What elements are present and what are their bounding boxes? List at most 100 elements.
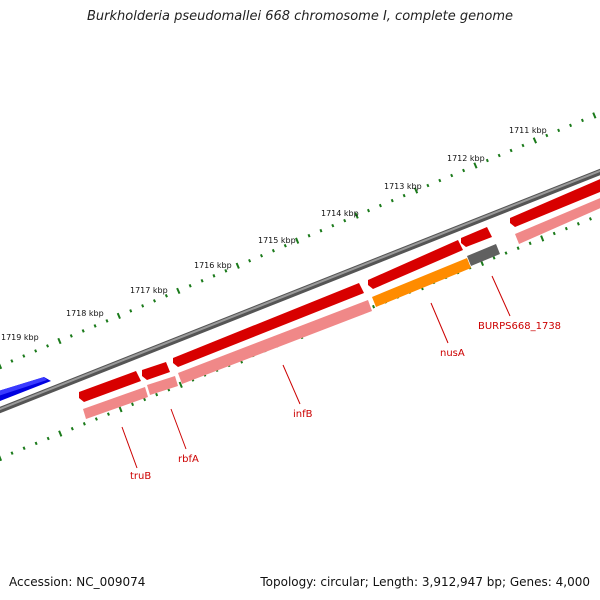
outer-ruler-tick xyxy=(438,178,442,183)
gene-label-truB[interactable]: truB xyxy=(130,471,151,482)
outer-ruler-tick xyxy=(200,279,204,283)
ruler-tick-label: 1715 kbp xyxy=(258,236,296,245)
ruler-labels: 1719 kbp 1718 kbp 1717 kbp 1716 kbp 1715 kbp… xyxy=(1,126,547,342)
inner-ruler-tick xyxy=(540,235,545,242)
outer-ruler-tick xyxy=(57,337,62,345)
outer-ruler-tick xyxy=(497,153,501,158)
ruler-tick-label: 1718 kbp xyxy=(66,309,104,318)
leader-line-nusA xyxy=(430,302,449,344)
gene-label-rbfA[interactable]: rbfA xyxy=(178,454,199,465)
outer-ruler-tick xyxy=(343,218,347,223)
gene-feature-right-upper[interactable] xyxy=(510,177,600,227)
gene-label-infB[interactable]: infB xyxy=(293,409,313,420)
outer-ruler-tick xyxy=(569,123,573,128)
cds-BURPS668_1738[interactable] xyxy=(467,244,500,266)
outer-ruler-tick xyxy=(450,173,454,178)
neighbor-gene-feature[interactable] xyxy=(0,377,51,403)
gene-label-nusA[interactable]: nusA xyxy=(440,348,465,359)
gene-label-nusA-group: nusA xyxy=(430,302,465,359)
gene-row-upper xyxy=(79,177,600,402)
outer-ruler-tick xyxy=(592,112,597,119)
inner-ruler-tick xyxy=(82,422,86,426)
inner-ruler-tick xyxy=(372,304,376,309)
gene-feature-truB[interactable] xyxy=(79,371,141,402)
backbone-highlight xyxy=(0,169,600,411)
ruler-tick-label: 1717 kbp xyxy=(130,286,168,295)
inner-ruler-tick xyxy=(528,241,532,246)
inner-ruler-tick xyxy=(576,222,580,226)
outer-ruler-tick xyxy=(354,212,359,219)
cds-rbfA[interactable] xyxy=(147,376,178,395)
inner-ruler-tick xyxy=(131,402,135,407)
outer-ruler-tick xyxy=(402,193,406,198)
ruler-tick-label: 1714 kbp xyxy=(321,209,359,218)
inner-ruler-tick xyxy=(516,246,520,250)
gene-feature-rbfA[interactable] xyxy=(142,362,170,380)
outer-ruler-tick xyxy=(34,349,38,353)
inner-ruler-tick xyxy=(552,231,556,236)
outer-ruler-tick xyxy=(509,148,513,153)
ruler-tick-label: 1716 kbp xyxy=(194,261,232,270)
outer-ruler-tick xyxy=(105,319,109,323)
cds-truB[interactable] xyxy=(83,387,148,419)
leader-line-BURPS668_1738 xyxy=(491,275,511,317)
outer-ruler-tick xyxy=(473,162,478,169)
map-title: Burkholderia pseudomallei 668 chromosome… xyxy=(86,9,514,24)
gene-label-infB-group: infB xyxy=(282,364,313,420)
outer-ruler-tick xyxy=(485,158,489,163)
inner-ruler-tick xyxy=(0,455,3,462)
inner-ruler-tick xyxy=(94,417,98,421)
gene-feature-infB[interactable] xyxy=(173,283,364,367)
outer-ruler-tick xyxy=(378,203,382,208)
outer-ruler-tick xyxy=(69,334,73,338)
outer-ruler-tick xyxy=(390,198,394,203)
outer-ruler-tick xyxy=(545,133,549,138)
gene-row-lower xyxy=(83,196,600,419)
outer-ruler-tick xyxy=(307,233,311,238)
outer-ruler-tick xyxy=(188,284,192,288)
inner-ruler-tick xyxy=(10,451,14,455)
gene-feature-1738-upper[interactable] xyxy=(461,227,492,247)
genome-summary-text: Topology: circular; Length: 3,912,947 bp… xyxy=(260,575,590,589)
inner-ruler-tick xyxy=(34,441,38,446)
outer-ruler-tick xyxy=(129,309,133,313)
neighbor-gene-highlight xyxy=(0,377,47,396)
outer-ruler-tick xyxy=(426,183,430,188)
cds-infB[interactable] xyxy=(178,300,372,384)
ruler-tick-label: 1712 kbp xyxy=(447,154,485,163)
outer-ruler-tick xyxy=(141,304,145,308)
inner-ruler-tick xyxy=(22,446,26,450)
outer-ruler xyxy=(0,112,597,370)
outer-ruler-tick xyxy=(248,258,252,263)
inner-ruler-tick xyxy=(178,381,183,388)
inner-ruler-tick xyxy=(106,412,110,416)
outer-ruler-tick xyxy=(152,299,157,303)
inner-ruler-tick xyxy=(504,251,508,255)
outer-ruler-tick xyxy=(81,329,85,333)
accession-text: Accession: NC_009074 xyxy=(9,575,146,589)
gene-label-truB-group: truB xyxy=(121,426,151,482)
outer-ruler-tick xyxy=(521,143,525,148)
inner-ruler-tick xyxy=(143,397,147,402)
gene-label-BURPS668_1738[interactable]: BURPS668_1738 xyxy=(478,321,561,332)
ruler-tick-label: 1711 kbp xyxy=(509,126,547,135)
gene-label-1738-group: BURPS668_1738 xyxy=(478,275,561,332)
inner-ruler-tick xyxy=(70,426,74,431)
outer-ruler-tick xyxy=(366,208,371,213)
gene-feature-nusA-upper[interactable] xyxy=(368,240,463,289)
inner-ruler-tick xyxy=(588,217,592,221)
gene-label-rbfA-group: rbfA xyxy=(170,408,199,465)
inner-ruler-tick xyxy=(564,226,568,231)
cds-right-lower[interactable] xyxy=(515,196,600,244)
cds-nusA[interactable] xyxy=(372,258,471,307)
outer-ruler-tick xyxy=(319,228,323,233)
outer-ruler-tick xyxy=(283,243,287,248)
leader-line-infB xyxy=(282,364,301,405)
outer-ruler-tick xyxy=(46,344,50,348)
outer-ruler-tick xyxy=(462,168,466,173)
outer-ruler-tick xyxy=(176,287,181,294)
outer-ruler-tick xyxy=(235,262,240,269)
ruler-tick-label: 1713 kbp xyxy=(384,182,422,191)
outer-ruler-tick xyxy=(224,269,228,273)
